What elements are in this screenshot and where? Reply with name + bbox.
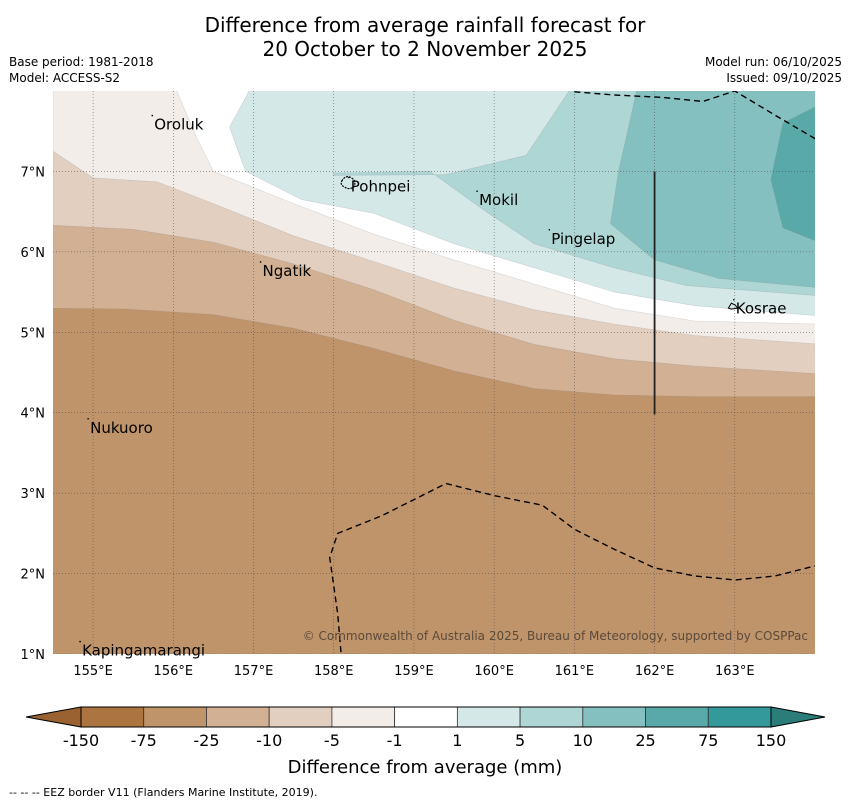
colorbar-bin [519, 706, 584, 728]
lon-tick-label: 162°E [635, 664, 675, 679]
place-labels: Oroluk Pohnpei Mokil Pingelap Ngatik Kosrae Nu… [79, 114, 787, 660]
place-marker [476, 190, 478, 192]
lat-tick-label: 1°N [21, 648, 46, 663]
colorbar-tick-label: 1 [452, 731, 462, 750]
place-label-kosrae: Kosrae [736, 300, 787, 318]
place-label-pohnpei: Pohnpei [351, 177, 411, 195]
colorbar-bin [80, 706, 145, 728]
colorbar-frame [80, 706, 772, 728]
place-label-oroluk: Oroluk [154, 116, 203, 134]
place-marker [259, 261, 262, 263]
lon-tick-label: 157°E [234, 664, 274, 679]
map-axes: 155°E 156°E 157°E 158°E 159°E 160°E 161°E 162°E… [21, 165, 755, 679]
eez-footnote: -- -- -- EEZ border V11 (Flanders Marine… [9, 786, 318, 799]
lat-tick-label: 3°N [21, 487, 46, 502]
place-marker [79, 640, 81, 643]
lat-tick-label: 6°N [21, 246, 46, 261]
colorbar-bin [268, 706, 333, 728]
colorbar-tick-label: -25 [193, 731, 219, 750]
colorbar-tick-label: -150 [63, 731, 99, 750]
colorbar-bin [206, 706, 270, 728]
lon-tick-label: 155°E [73, 664, 113, 679]
lon-tick-label: 159°E [394, 664, 434, 679]
lat-tick-label: 2°N [21, 568, 46, 583]
colorbar-tick-label: -10 [256, 731, 282, 750]
pohnpei-island-icon [340, 176, 356, 190]
band-10-to-25 [610, 91, 815, 288]
colorbar-bin [394, 706, 458, 728]
colorbar-under-arrow [25, 706, 82, 728]
place-marker [151, 114, 154, 117]
colorbar-tick-label: 5 [515, 731, 525, 750]
copyright-notice: © Commonwealth of Australia 2025, Bureau… [303, 629, 808, 643]
colorbar-bin [456, 706, 521, 728]
model-run: Model run: 06/10/2025 [704, 55, 842, 69]
map-overlays [328, 91, 815, 654]
place-label-mokil: Mokil [479, 191, 518, 209]
colorbar-bin [582, 706, 646, 728]
lon-tick-label: 161°E [555, 664, 595, 679]
lat-tick-label: 5°N [21, 326, 46, 341]
base-period: Base period: 1981-2018 [9, 55, 154, 69]
contour-bands [53, 91, 815, 654]
colorbar-bin [707, 706, 772, 728]
colorbar-title: Difference from average (mm) [288, 757, 563, 778]
lon-tick-label: 160°E [474, 664, 514, 679]
colorbar-tick-label: -5 [324, 731, 340, 750]
colorbar-bin [645, 706, 709, 728]
place-label-ngatik: Ngatik [263, 262, 312, 280]
place-marker [732, 298, 735, 301]
chart-title: Difference from average rainfall forecas… [0, 13, 850, 61]
colorbar-over-arrow [770, 706, 826, 728]
colorbar-tick-label: -75 [131, 731, 157, 750]
place-marker [87, 417, 89, 420]
meta-left: Base period: 1981-2018 Model: ACCESS-S2 [9, 54, 154, 86]
colorbar-tick-label: 150 [756, 731, 787, 750]
place-label-nukuoro: Nukuoro [90, 419, 153, 437]
eez-border-south [328, 482, 815, 654]
colorbar-tick-label: 25 [635, 731, 655, 750]
eez-border-north [574, 91, 815, 140]
colorbar-tick-label: -1 [387, 731, 403, 750]
issued-date: Issued: 09/10/2025 [726, 71, 842, 85]
colorbar-bin [143, 706, 207, 728]
lon-tick-label: 158°E [314, 664, 354, 679]
lat-tick-label: 4°N [21, 407, 46, 422]
colorbar: -150 -75 -25 -10 -5 -1 1 5 10 25 75 150 [25, 706, 826, 750]
place-marker [347, 176, 350, 179]
colorbar-bin [331, 706, 396, 728]
lon-tick-label: 163°E [715, 664, 755, 679]
band-25-to-75 [770, 106, 815, 241]
lat-tick-label: 7°N [21, 165, 46, 180]
place-label-pingelap: Pingelap [551, 230, 615, 248]
kosrae-island-icon [727, 302, 739, 310]
colorbar-tick-label: 10 [573, 731, 593, 750]
place-label-kapingamarangi: Kapingamarangi [82, 642, 205, 660]
lon-tick-label: 156°E [154, 664, 194, 679]
model-name: Model: ACCESS-S2 [9, 71, 121, 85]
place-marker [548, 228, 551, 231]
title-line-1: Difference from average rainfall forecas… [204, 13, 646, 37]
colorbar-tick-label: 75 [698, 731, 718, 750]
title-line-2: 20 October to 2 November 2025 [262, 37, 588, 61]
meta-right: Model run: 06/10/2025 Issued: 09/10/2025 [705, 54, 842, 86]
